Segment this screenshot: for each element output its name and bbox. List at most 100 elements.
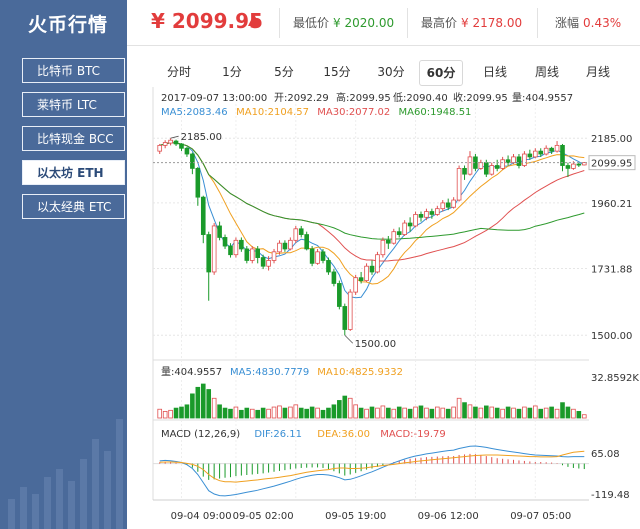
current-price-tag <box>588 155 636 171</box>
coin-btc-button[interactable]: 比特币 BTC <box>22 58 125 83</box>
volume-bar <box>386 407 391 419</box>
coin-etc-button[interactable]: 以太经典 ETC <box>22 194 125 219</box>
ma-legend: MA5:2083.46 MA10:2104.57 MA30:2077.02 MA60:… <box>161 107 471 118</box>
volume-bar <box>249 408 255 419</box>
change-value: 0.43% <box>583 16 622 30</box>
candle-body <box>554 144 560 152</box>
candle-body <box>173 140 179 145</box>
tab-daily[interactable]: 日线 <box>482 65 507 79</box>
candle-body <box>364 265 369 281</box>
candle-body <box>511 156 516 164</box>
info-low: 低:2090.40 <box>393 91 448 104</box>
candle-body <box>249 248 255 261</box>
volume-bar <box>424 407 429 419</box>
candle-body <box>380 239 386 256</box>
tab-5min[interactable]: 5分 <box>274 65 294 79</box>
volume-bar <box>228 408 233 419</box>
candlesticks <box>153 138 636 336</box>
volume-bar <box>358 407 364 419</box>
volume-bar <box>418 405 424 419</box>
volume-bar <box>413 406 418 419</box>
volume-bar <box>184 404 190 419</box>
volume-bar <box>505 406 511 419</box>
volume-bar <box>554 408 560 419</box>
candle-body <box>549 147 554 152</box>
candle-body <box>255 248 261 258</box>
volume-bar <box>571 408 576 419</box>
info-open: 开:2092.29 <box>274 93 329 104</box>
volume-bar <box>288 406 293 419</box>
volume-bar <box>522 406 527 419</box>
candle-body <box>326 260 331 273</box>
tab-30min[interactable]: 30分 <box>377 65 405 79</box>
volume-bar <box>538 408 544 419</box>
volume-bar <box>451 406 456 419</box>
candle-body <box>467 156 473 175</box>
kline-chart[interactable]: 2017-09-07 13:00:00 开:2092.29 高:2099.95 … <box>127 86 640 529</box>
low-price-stat: 最低价 ¥ 2020.00 <box>293 14 394 31</box>
info-close: 收:2099.95 <box>453 91 508 104</box>
volume-tick-label: 32.8592K <box>591 373 639 384</box>
volume-bar <box>342 395 348 419</box>
candle-body <box>483 162 489 175</box>
coin-sidebar: 火币行情 比特币 BTC 莱特币 LTC 比特现金 BCC 以太坊 ETH 以太… <box>0 0 127 529</box>
price-header: ¥ 2099.95 最低价 ¥ 2020.00 最高价 ¥ 2178.00 涨幅 0.… <box>127 0 640 46</box>
grid-lines <box>153 104 589 500</box>
tab-monthly[interactable]: 月线 <box>585 65 610 79</box>
macd-legend-item-0: MACD (12,26,9) <box>161 429 240 440</box>
macd-legend-item-2: DEA:36.00 <box>317 429 370 440</box>
volume-bar <box>190 393 195 419</box>
x-axis-label: 09-07 05:00 <box>510 511 571 522</box>
current-price: ¥ 2099.95 <box>151 9 263 33</box>
volume-bar <box>565 406 571 419</box>
annotation-label: 2185.00 <box>181 132 222 143</box>
candle-body <box>581 162 587 166</box>
candle-body <box>451 199 456 208</box>
candle-body <box>386 239 391 244</box>
volume-bar <box>543 407 549 419</box>
volume-bar <box>402 407 407 419</box>
volume-bar <box>157 408 163 419</box>
candle-body <box>576 163 582 166</box>
change-stat: 涨幅 0.43% <box>555 14 621 31</box>
volume-bar <box>277 405 282 419</box>
candle-body <box>375 254 380 273</box>
candle-body <box>277 242 282 253</box>
ma-legend-item-2: MA30:2077.02 <box>317 107 390 118</box>
volume-bar <box>478 407 484 419</box>
candle-body <box>206 234 212 273</box>
volume-bar <box>260 407 266 419</box>
tab-60min[interactable]: 60分 <box>419 60 463 86</box>
ma-legend-item-0: MA5:2083.46 <box>161 107 228 118</box>
annotation-leader <box>344 334 354 344</box>
tab-15min[interactable]: 15分 <box>323 65 351 79</box>
candle-body <box>260 257 266 267</box>
ohlc-info-line: 2017-09-07 13:00:00 开:2092.29 高:2099.95 … <box>161 91 573 104</box>
volume-bar <box>527 407 533 419</box>
volume-bar <box>500 408 505 419</box>
volume-bar <box>211 397 217 419</box>
candle-body <box>402 222 407 235</box>
tab-1min[interactable]: 1分 <box>222 65 242 79</box>
volume-bar <box>396 406 402 419</box>
coin-ltc-button[interactable]: 莱特币 LTC <box>22 92 125 117</box>
volume-bar <box>293 404 299 419</box>
ma10-line <box>159 142 585 285</box>
candle-body <box>168 139 173 144</box>
volume-bar <box>271 406 277 419</box>
tab-timeshare[interactable]: 分时 <box>166 65 191 79</box>
volume-bar <box>206 389 212 419</box>
coin-eth-button[interactable]: 以太坊 ETH <box>22 160 125 185</box>
x-axis-label: 09-05 19:00 <box>325 511 386 522</box>
candle-body <box>200 196 206 235</box>
coin-bcc-button[interactable]: 比特现金 BCC <box>22 126 125 151</box>
volume-bar <box>168 409 173 419</box>
candle-body <box>396 231 402 235</box>
volume-bar <box>391 408 397 419</box>
volume-bar <box>239 409 244 419</box>
volume-bars <box>157 383 587 419</box>
candle-body <box>304 234 309 250</box>
tab-weekly[interactable]: 周线 <box>534 65 559 79</box>
volume-bar <box>380 405 386 419</box>
volume-bar <box>244 407 250 419</box>
